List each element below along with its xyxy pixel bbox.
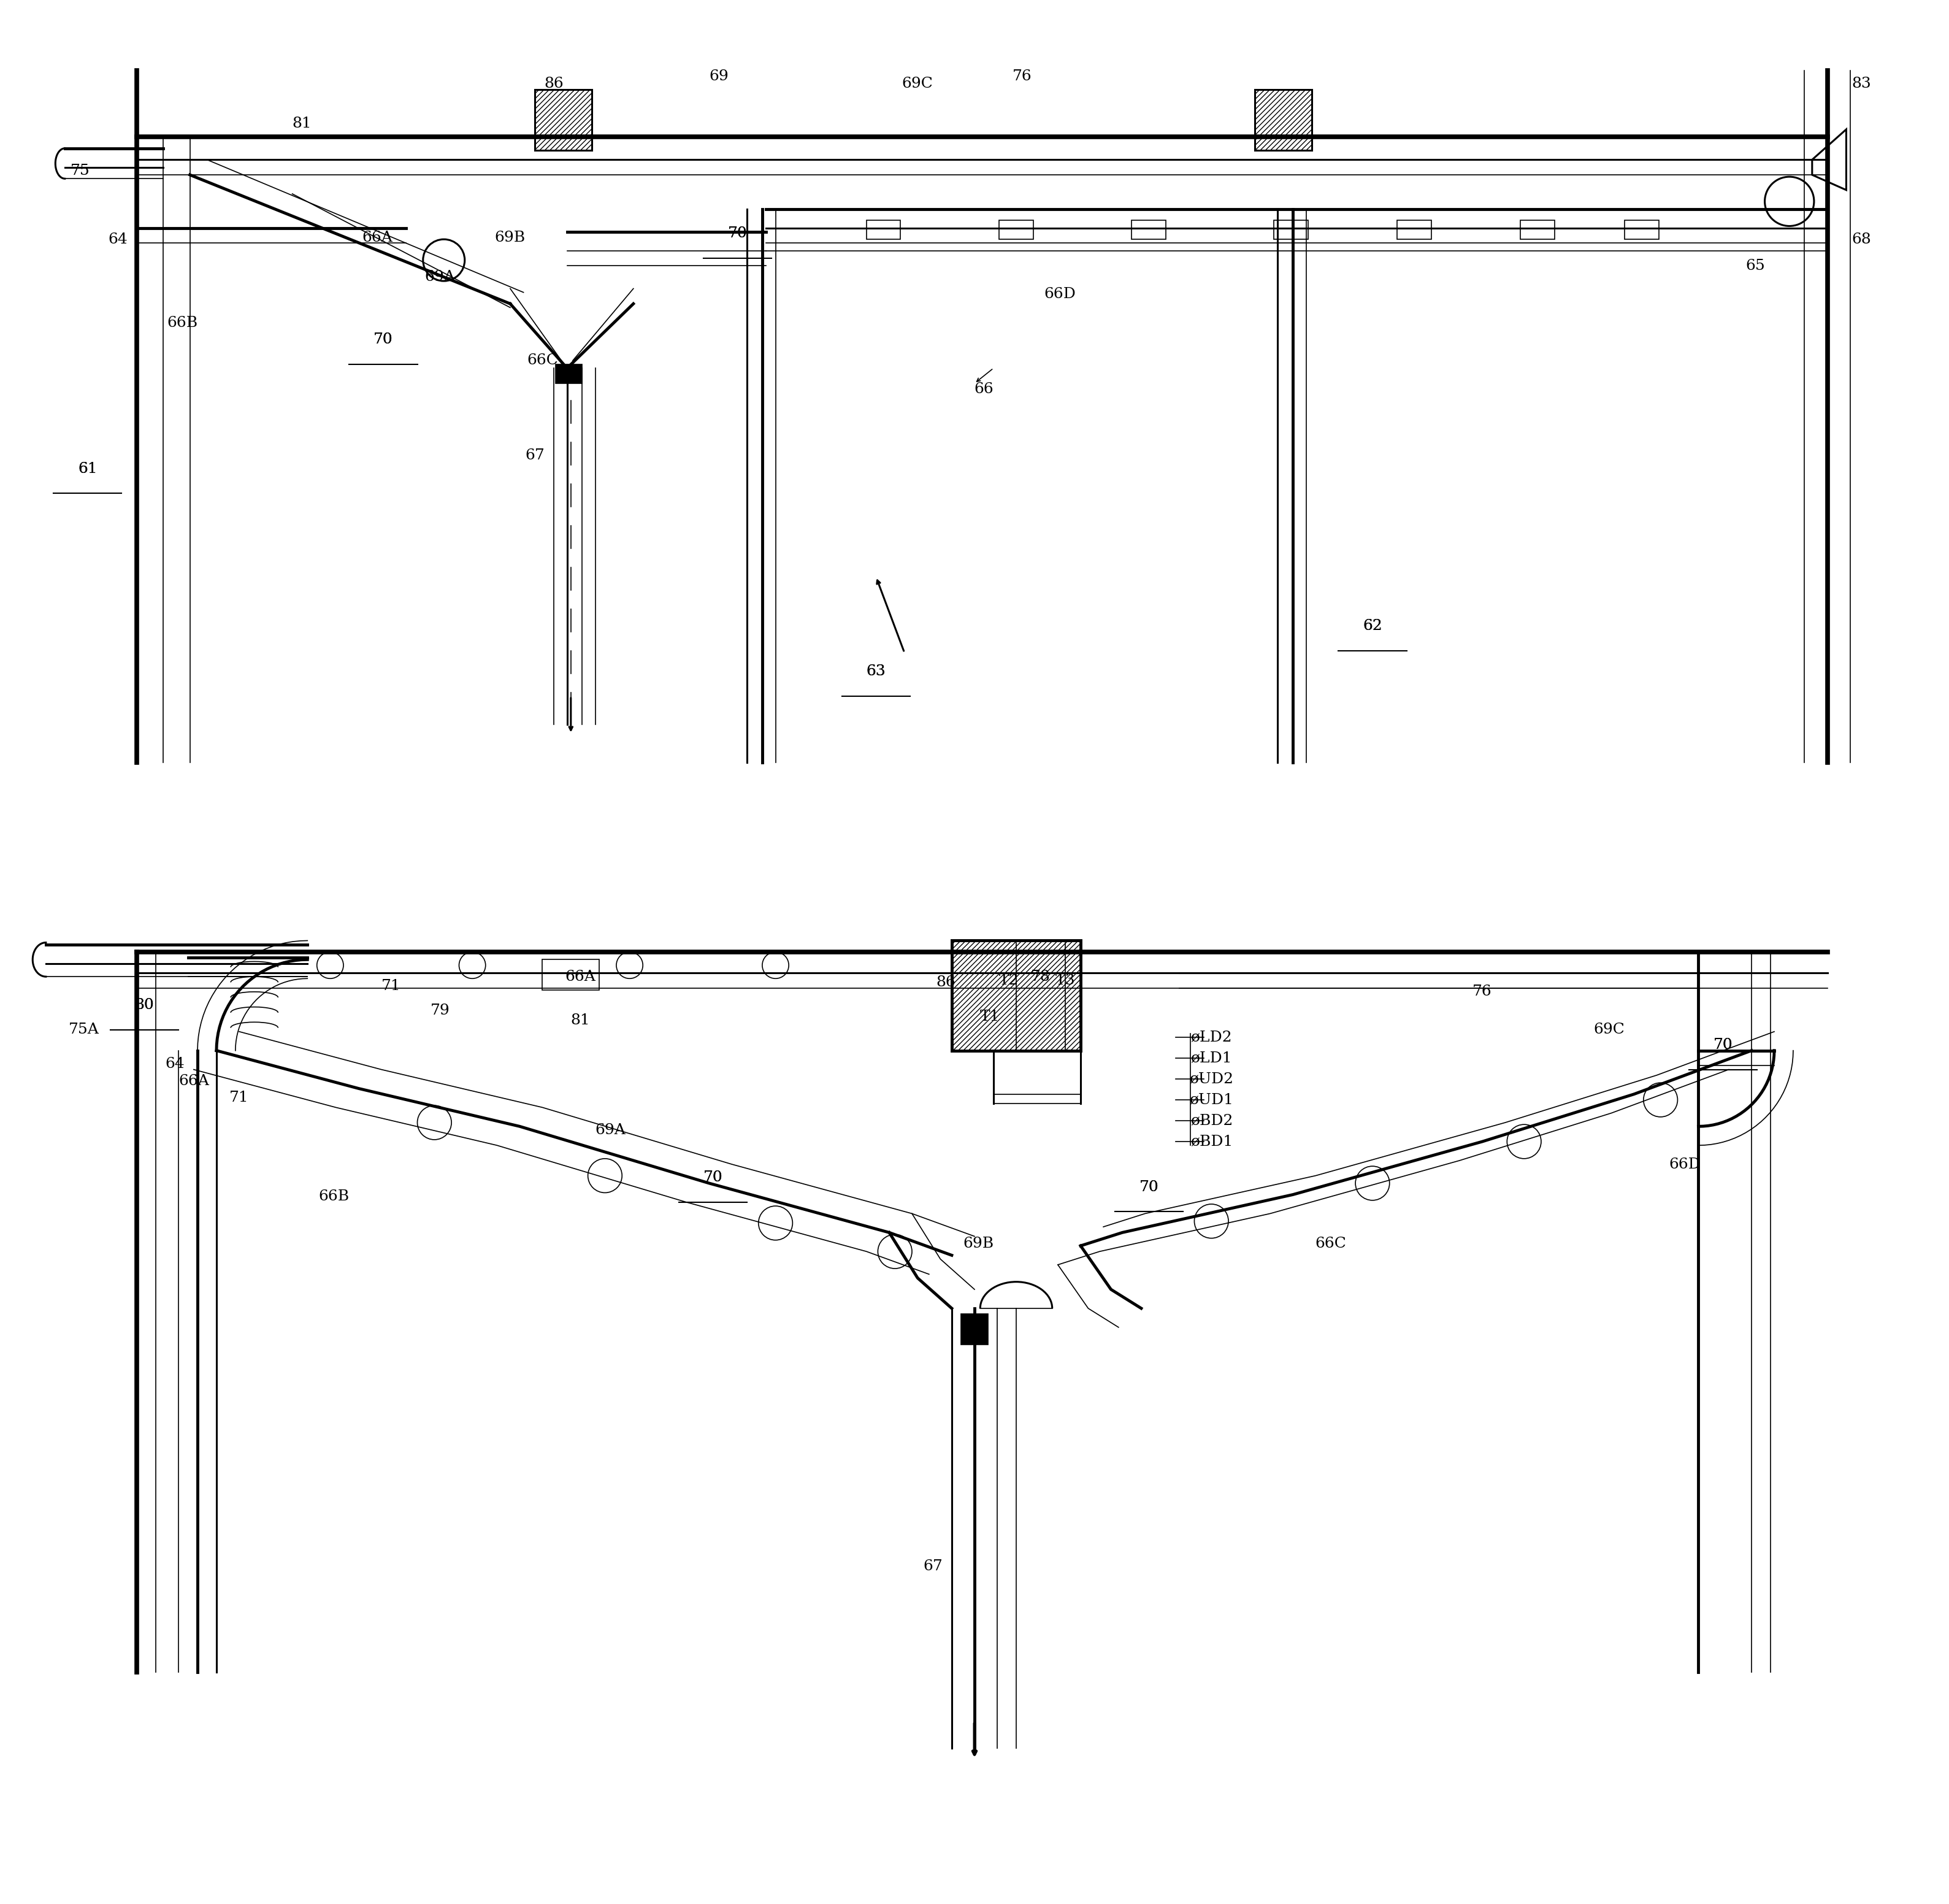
Text: 69B: 69B: [495, 230, 526, 244]
Bar: [1132, 221, 1166, 240]
Text: 65: 65: [1746, 259, 1766, 272]
Text: øUD1: øUD1: [1189, 1093, 1234, 1106]
Text: 63: 63: [865, 664, 885, 678]
Text: 67: 67: [524, 447, 544, 463]
Text: 70: 70: [374, 333, 394, 347]
Text: 70: 70: [727, 227, 746, 240]
Text: 63: 63: [865, 664, 885, 678]
Text: 70: 70: [704, 1171, 723, 1184]
Bar: [1625, 221, 1659, 240]
Text: 81: 81: [571, 1013, 591, 1028]
Text: 70: 70: [1713, 1038, 1733, 1051]
Text: 62: 62: [1362, 619, 1382, 632]
Bar: [1000, 221, 1033, 240]
Text: øBD2: øBD2: [1191, 1114, 1232, 1127]
Text: 69C: 69C: [1594, 1022, 1625, 1038]
Text: 69A: 69A: [425, 270, 456, 284]
Bar: [534, 89, 592, 150]
Bar: [951, 941, 1080, 1051]
Text: 69: 69: [709, 69, 729, 84]
Bar: [867, 221, 900, 240]
Text: 71: 71: [230, 1091, 249, 1104]
Text: 75: 75: [70, 164, 90, 179]
Text: 70: 70: [704, 1171, 723, 1184]
Text: T2: T2: [998, 973, 1019, 988]
Text: 80: 80: [134, 998, 154, 1013]
Text: 61: 61: [78, 461, 97, 476]
Text: 81: 81: [292, 116, 312, 131]
Text: 86: 86: [544, 76, 563, 91]
Bar: [555, 364, 583, 383]
Text: 69B: 69B: [963, 1238, 994, 1251]
Text: øBD1: øBD1: [1191, 1135, 1232, 1148]
Text: 78: 78: [1031, 969, 1051, 984]
Text: 70: 70: [1713, 1038, 1733, 1051]
Polygon shape: [1813, 129, 1846, 190]
Text: 80: 80: [134, 998, 154, 1013]
Text: 68: 68: [1852, 232, 1871, 246]
Text: 66B: 66B: [168, 316, 197, 329]
Text: 70: 70: [727, 227, 746, 240]
Text: 76: 76: [1473, 984, 1493, 1000]
Text: 71: 71: [382, 979, 400, 994]
Text: 61: 61: [78, 461, 97, 476]
Text: 69C: 69C: [902, 76, 934, 91]
Text: 86: 86: [936, 975, 955, 990]
Text: 67: 67: [924, 1559, 943, 1573]
Bar: [1520, 221, 1555, 240]
Text: 66D: 66D: [1668, 1158, 1701, 1171]
Bar: [1275, 221, 1308, 240]
Bar: [542, 960, 598, 990]
Text: øLD1: øLD1: [1191, 1051, 1232, 1064]
Bar: [1397, 221, 1431, 240]
Text: 64: 64: [166, 1057, 185, 1070]
Text: 70: 70: [374, 333, 394, 347]
Text: 83: 83: [1852, 76, 1871, 91]
Text: 75A: 75A: [68, 1022, 99, 1038]
Text: T1: T1: [980, 1009, 1000, 1024]
Bar: [1255, 89, 1312, 150]
Text: 66A: 66A: [363, 230, 394, 244]
Text: øLD2: øLD2: [1191, 1030, 1232, 1045]
Text: 70: 70: [1138, 1180, 1158, 1194]
Text: 69A: 69A: [594, 1123, 626, 1137]
Text: 62: 62: [1362, 619, 1382, 632]
Text: 66C: 66C: [526, 354, 557, 367]
Text: 64: 64: [109, 232, 127, 246]
Text: 66C: 66C: [1316, 1238, 1347, 1251]
Text: 70: 70: [1138, 1180, 1158, 1194]
Text: 76: 76: [1012, 69, 1031, 84]
Text: 66A: 66A: [179, 1074, 209, 1087]
Bar: [961, 1314, 988, 1344]
Text: 66A: 66A: [565, 969, 596, 984]
Text: T3: T3: [1056, 973, 1076, 988]
Text: 66D: 66D: [1045, 288, 1076, 301]
Text: 66: 66: [974, 383, 994, 396]
Text: øUD2: øUD2: [1189, 1072, 1234, 1085]
Text: 66B: 66B: [318, 1190, 349, 1203]
Text: 79: 79: [431, 1003, 450, 1019]
